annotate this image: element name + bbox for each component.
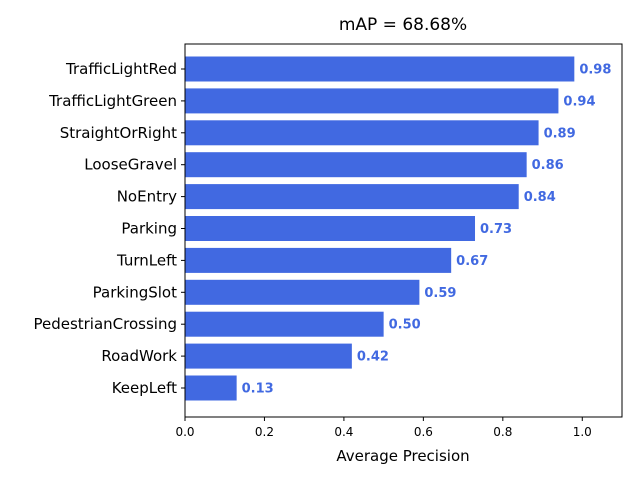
value-label-PedestrianCrossing: 0.50 [389,318,421,333]
bar-LooseGravel [185,152,527,178]
value-label-StraightOrRight: 0.89 [544,126,576,141]
value-label-KeepLeft: 0.13 [242,382,274,397]
category-label-StraightOrRight: StraightOrRight [60,124,177,142]
value-label-TurnLeft: 0.67 [456,254,488,269]
value-labels-group: 0.98 0.94 0.89 0.86 0.84 0.73 0.67 0.59 0.50 0.42… [242,63,612,397]
bar-PedestrianCrossing [185,311,384,337]
category-label-ParkingSlot: ParkingSlot [93,283,177,301]
category-label-Parking: Parking [121,220,177,238]
x-tick-label: 1.0 [573,425,592,439]
value-label-LooseGravel: 0.86 [532,158,564,173]
category-label-TrafficLightRed: TrafficLightRed [65,60,177,78]
value-label-TrafficLightGreen: 0.94 [563,94,595,109]
x-tick-label: 0.8 [493,425,512,439]
x-axis-label: Average Precision [336,447,469,465]
value-label-RoadWork: 0.42 [357,350,389,365]
category-label-RoadWork: RoadWork [101,347,177,365]
x-tick-label: 0.4 [334,425,353,439]
value-label-NoEntry: 0.84 [524,190,556,205]
value-label-ParkingSlot: 0.59 [424,286,456,301]
x-tick-label: 0.0 [175,425,194,439]
bar-NoEntry [185,184,519,210]
bar-Parking [185,216,476,241]
chart-title: mAP = 68.68% [339,15,467,35]
category-label-LooseGravel: LooseGravel [84,156,177,174]
bar-TurnLeft [185,247,452,273]
category-label-TrafficLightGreen: TrafficLightGreen [48,92,177,110]
value-label-Parking: 0.73 [480,222,512,237]
category-label-TurnLeft: TurnLeft [116,251,177,269]
x-axis-ticks: 0.0 0.2 0.4 0.6 0.8 1.0 [175,417,592,439]
bar-StraightOrRight [185,120,539,146]
bar-TrafficLightGreen [185,88,559,114]
x-tick-label: 0.6 [414,425,433,439]
category-label-PedestrianCrossing: PedestrianCrossing [33,315,177,333]
plot-frame [184,43,623,418]
x-tick-label: 0.2 [255,425,274,439]
bar-TrafficLightRed [185,56,575,82]
category-label-NoEntry: NoEntry [117,188,177,206]
bars-group [185,56,575,401]
bar-RoadWork [185,343,352,369]
bar-KeepLeft [185,375,237,401]
category-labels-group: TrafficLightRed TrafficLightGreen Straight… [33,60,185,397]
category-label-KeepLeft: KeepLeft [112,379,177,397]
value-label-TrafficLightRed: 0.98 [579,63,611,78]
bar-ParkingSlot [185,279,420,305]
